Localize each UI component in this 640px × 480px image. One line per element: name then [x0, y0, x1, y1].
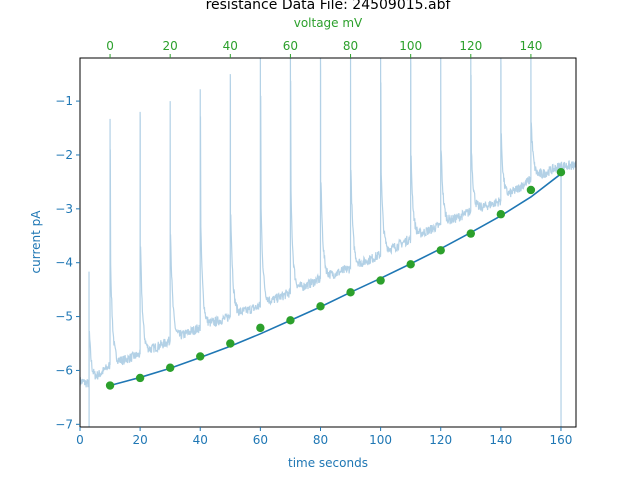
data-point [165, 363, 175, 372]
data-point [406, 260, 415, 269]
x-tick-label: 40 [193, 433, 208, 447]
y-axis-label: current pA [29, 210, 43, 274]
plot-area [80, 58, 576, 427]
top-tick-label: 60 [283, 39, 298, 53]
y-tick-label: −1 [55, 94, 73, 108]
y-tick-label: −3 [55, 202, 73, 216]
chart-title: resistance Data File: 24509015.abf [206, 0, 452, 13]
top-tick-label: 40 [223, 39, 238, 53]
data-point [105, 381, 115, 390]
raw-current-trace [80, 58, 576, 427]
x-axis-label: time seconds [288, 456, 368, 470]
data-point [526, 185, 536, 195]
data-point [376, 276, 385, 285]
data-point [316, 302, 325, 311]
x-tick-label: 160 [550, 433, 573, 447]
data-point [256, 323, 265, 333]
data-point [436, 246, 445, 255]
data-point [226, 339, 235, 348]
y-tick-label: −7 [55, 417, 73, 431]
top-axis-label: voltage mV [294, 16, 363, 30]
y-tick-label: −4 [55, 256, 73, 270]
data-point [346, 288, 355, 297]
y-tick-label: −6 [55, 363, 73, 377]
top-tick-label: 120 [459, 39, 482, 53]
x-tick-label: 60 [253, 433, 268, 447]
x-tick-label: 0 [76, 433, 84, 447]
top-tick-label: 100 [399, 39, 422, 53]
data-point [135, 373, 145, 383]
top-tick-label: 80 [343, 39, 358, 53]
x-tick-label: 120 [429, 433, 452, 447]
y-tick-label: −5 [55, 310, 73, 324]
plot-content [80, 58, 576, 427]
data-point [466, 229, 475, 238]
data-point [196, 352, 205, 361]
x-tick-label: 100 [369, 433, 392, 447]
top-tick-label: 20 [163, 39, 178, 53]
data-point [496, 210, 506, 219]
top-tick-label: 140 [519, 39, 542, 53]
x-tick-label: 20 [132, 433, 147, 447]
top-tick-label: 0 [106, 39, 114, 53]
plot-frame [79, 57, 577, 428]
x-tick-label: 140 [489, 433, 512, 447]
y-tick-label: −2 [55, 148, 73, 162]
fit-line [109, 173, 562, 387]
axes: 0 20 40 60 80 100 120 140 160 0 20 40 60 80 100 120 140 −… [55, 39, 572, 447]
x-tick-label: 80 [313, 433, 328, 447]
data-point [556, 168, 566, 177]
data-point [286, 316, 295, 325]
